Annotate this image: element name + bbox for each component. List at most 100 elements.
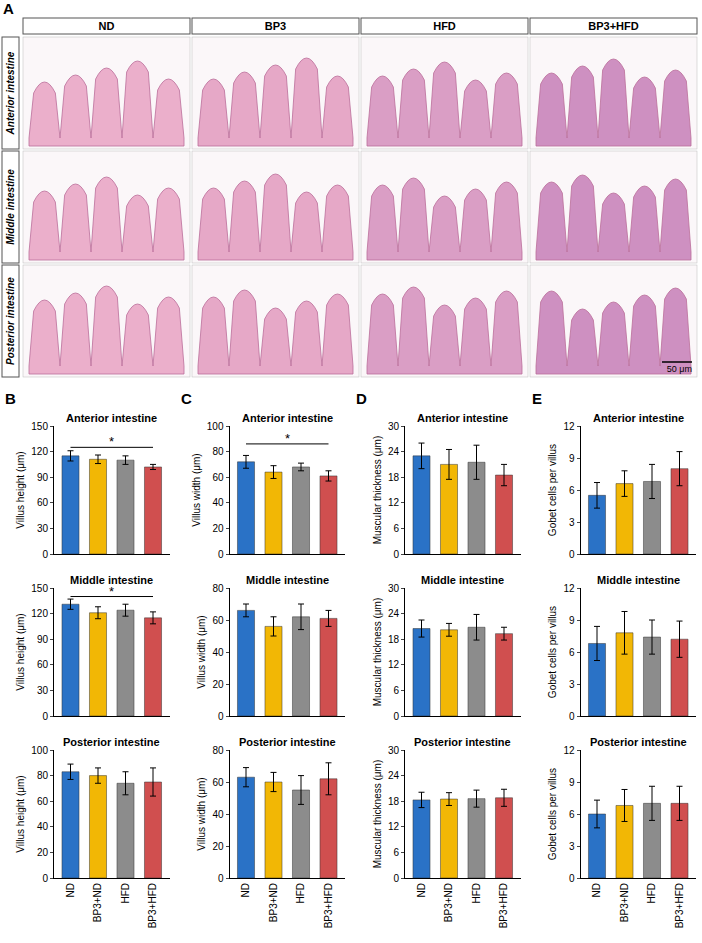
svg-text:12: 12: [388, 821, 400, 832]
svg-text:6: 6: [393, 685, 399, 696]
svg-text:3: 3: [569, 517, 575, 528]
svg-text:Villus width (μm): Villus width (μm): [191, 453, 202, 526]
svg-text:0: 0: [393, 711, 399, 722]
svg-text:9: 9: [569, 453, 575, 464]
svg-text:80: 80: [212, 583, 224, 594]
svg-text:12: 12: [563, 745, 575, 756]
svg-text:BP3+HFD: BP3+HFD: [498, 883, 509, 928]
svg-text:Middle intestine: Middle intestine: [597, 574, 680, 586]
svg-text:60: 60: [212, 472, 224, 483]
svg-text:120: 120: [31, 446, 48, 457]
svg-text:80: 80: [212, 446, 224, 457]
svg-text:HFD: HFD: [120, 883, 131, 904]
svg-text:6: 6: [393, 847, 399, 858]
svg-text:BP3+ND: BP3+ND: [268, 883, 279, 922]
svg-text:12: 12: [563, 583, 575, 594]
svg-text:30: 30: [388, 421, 400, 432]
svg-text:ND: ND: [591, 883, 602, 897]
svg-text:Anterior intestine: Anterior intestine: [66, 412, 157, 424]
svg-text:12: 12: [388, 497, 400, 508]
svg-text:0: 0: [218, 549, 224, 560]
svg-text:60: 60: [37, 497, 49, 508]
svg-text:40: 40: [212, 497, 224, 508]
svg-text:150: 150: [31, 583, 48, 594]
svg-text:Muscular thickness (μm): Muscular thickness (μm): [372, 436, 383, 545]
svg-text:60: 60: [37, 659, 49, 670]
svg-text:9: 9: [569, 615, 575, 626]
svg-text:*: *: [285, 431, 290, 446]
svg-text:100: 100: [207, 421, 224, 432]
svg-text:60: 60: [212, 777, 224, 788]
svg-text:Middle intestine: Middle intestine: [70, 574, 153, 586]
svg-text:30: 30: [388, 745, 400, 756]
svg-text:Anterior intestine: Anterior intestine: [593, 412, 684, 424]
svg-text:30: 30: [388, 583, 400, 594]
svg-text:0: 0: [42, 711, 48, 722]
svg-text:60: 60: [212, 615, 224, 626]
svg-text:6: 6: [569, 809, 575, 820]
svg-text:6: 6: [569, 485, 575, 496]
svg-text:BP3+HFD: BP3+HFD: [323, 883, 334, 928]
svg-text:HFD: HFD: [433, 20, 456, 32]
svg-text:ND: ND: [240, 883, 251, 897]
svg-text:Villus width (μm): Villus width (μm): [196, 777, 207, 850]
svg-text:Gobet cells per villus: Gobet cells per villus: [547, 444, 558, 536]
svg-text:C: C: [181, 390, 192, 407]
svg-text:0: 0: [569, 549, 575, 560]
svg-text:9: 9: [569, 777, 575, 788]
svg-text:Posterior intestine: Posterior intestine: [414, 736, 511, 748]
svg-text:3: 3: [569, 841, 575, 852]
svg-text:100: 100: [31, 745, 48, 756]
svg-text:120: 120: [31, 608, 48, 619]
svg-text:0: 0: [218, 711, 224, 722]
svg-text:B: B: [5, 390, 16, 407]
svg-text:20: 20: [212, 679, 224, 690]
svg-text:Anterior intestine: Anterior intestine: [417, 412, 508, 424]
svg-text:90: 90: [37, 472, 49, 483]
svg-text:12: 12: [388, 659, 400, 670]
svg-text:18: 18: [388, 796, 400, 807]
svg-text:BP3+ND: BP3+ND: [619, 883, 630, 922]
svg-text:Anterior intestine: Anterior intestine: [5, 51, 16, 135]
svg-text:18: 18: [388, 472, 400, 483]
svg-text:80: 80: [37, 770, 49, 781]
svg-text:24: 24: [388, 446, 400, 457]
svg-text:HFD: HFD: [295, 883, 306, 904]
svg-text:12: 12: [563, 421, 575, 432]
svg-text:6: 6: [569, 647, 575, 658]
svg-text:BP3+HFD: BP3+HFD: [674, 883, 685, 928]
svg-text:HFD: HFD: [646, 883, 657, 904]
svg-text:0: 0: [393, 873, 399, 884]
svg-text:Muscular thickness (μm): Muscular thickness (μm): [372, 598, 383, 707]
svg-text:40: 40: [212, 647, 224, 658]
svg-text:A: A: [3, 0, 14, 17]
svg-text:Middle intestine: Middle intestine: [5, 169, 16, 245]
svg-text:Posterior intestine: Posterior intestine: [5, 277, 16, 365]
svg-text:Muscular thickness (μm): Muscular thickness (μm): [372, 760, 383, 869]
svg-text:0: 0: [569, 711, 575, 722]
svg-text:40: 40: [37, 821, 49, 832]
svg-text:E: E: [532, 390, 542, 407]
svg-text:150: 150: [31, 421, 48, 432]
svg-text:BP3+HFD: BP3+HFD: [147, 883, 158, 928]
svg-text:24: 24: [388, 608, 400, 619]
svg-text:ND: ND: [65, 883, 76, 897]
svg-text:Villus height (μm): Villus height (μm): [15, 613, 26, 690]
svg-text:80: 80: [212, 745, 224, 756]
svg-text:*: *: [109, 434, 114, 449]
svg-text:50 μm: 50 μm: [667, 364, 692, 374]
svg-text:20: 20: [212, 841, 224, 852]
svg-text:60: 60: [37, 796, 49, 807]
svg-text:HFD: HFD: [471, 883, 482, 904]
svg-text:30: 30: [37, 685, 49, 696]
svg-text:18: 18: [388, 634, 400, 645]
svg-text:0: 0: [42, 549, 48, 560]
svg-text:0: 0: [218, 873, 224, 884]
svg-text:Posterior intestine: Posterior intestine: [63, 736, 160, 748]
svg-text:90: 90: [37, 634, 49, 645]
svg-text:Gobet cells per villus: Gobet cells per villus: [547, 768, 558, 860]
svg-text:30: 30: [37, 523, 49, 534]
svg-text:0: 0: [569, 873, 575, 884]
svg-text:Posterior intestine: Posterior intestine: [590, 736, 687, 748]
svg-text:20: 20: [212, 523, 224, 534]
